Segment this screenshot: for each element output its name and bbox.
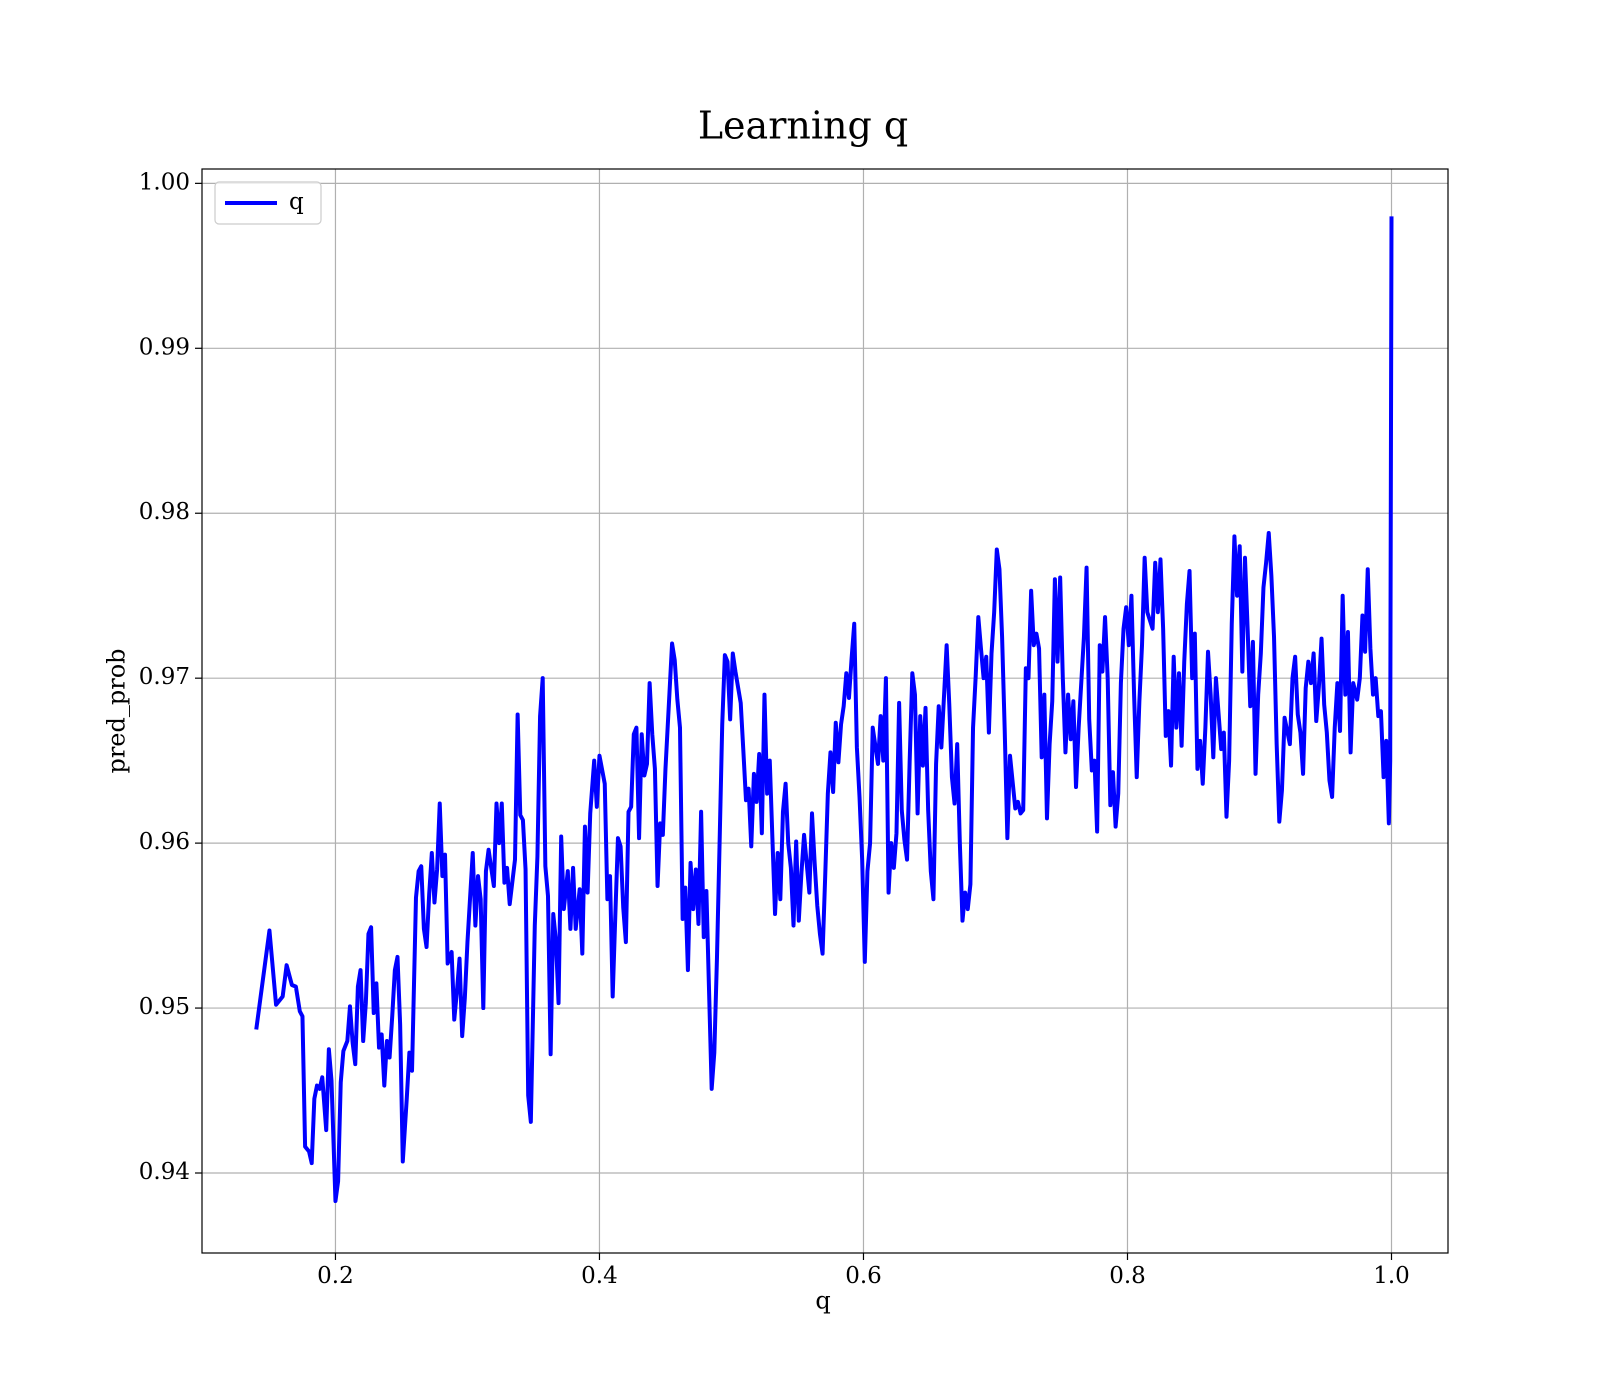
y-tick-label: 0.96 (139, 829, 190, 855)
x-tick-label: 0.4 (581, 1263, 618, 1289)
plot-frame (201, 168, 1449, 1254)
y-axis-label: pred_prob (103, 648, 131, 773)
y-tick-label: 0.99 (139, 334, 190, 360)
data-line (254, 216, 1394, 1204)
x-axis-label: q (815, 1287, 830, 1315)
x-tick-label: 0.6 (845, 1263, 882, 1289)
y-tick-label: 1.00 (139, 169, 190, 195)
x-tick-label: 1.0 (1373, 1263, 1410, 1289)
x-tick-label: 0.2 (317, 1263, 354, 1289)
x-tick-label: 0.8 (1109, 1263, 1146, 1289)
legend-label: q (289, 189, 304, 215)
y-tick-label: 0.98 (139, 499, 190, 525)
y-tick-label: 0.95 (139, 994, 190, 1020)
chart-title: Learning q (698, 104, 908, 148)
y-tick-label: 0.97 (139, 664, 190, 690)
y-tick-label: 0.94 (139, 1159, 190, 1185)
